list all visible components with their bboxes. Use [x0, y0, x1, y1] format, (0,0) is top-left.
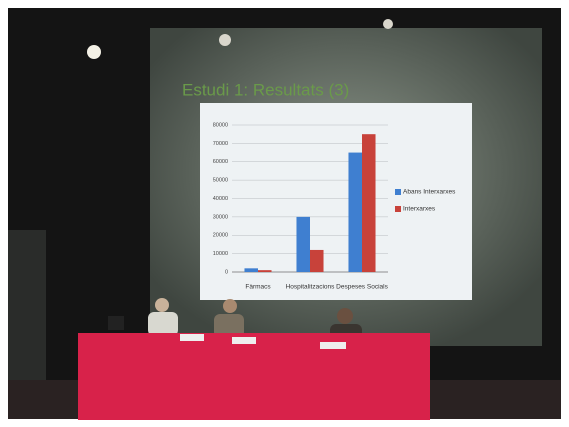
y-tick-label: 50000 [213, 178, 228, 184]
legend-swatch [395, 189, 401, 195]
legend-swatch [395, 206, 401, 212]
bar [296, 217, 310, 272]
person-head [337, 308, 353, 324]
person-head [155, 298, 169, 312]
stage-light [87, 45, 101, 59]
y-tick-label: 0 [225, 269, 228, 275]
photo: Estudi 1: Resultats (3) 0 10000 20000 30000… [0, 0, 569, 427]
stage-light [219, 34, 231, 46]
y-tick-label: 70000 [213, 141, 228, 147]
x-tick-label: Fàrmacs [245, 284, 271, 291]
y-tick-label: 30000 [213, 214, 228, 220]
y-tick-label: 10000 [213, 251, 228, 257]
bar [348, 153, 362, 272]
legend-label: Abans Interxarxes [403, 189, 456, 196]
name-plate [232, 337, 256, 344]
x-tick-label: Hospitalitzacions [286, 284, 336, 291]
stage-light [383, 19, 393, 29]
y-tick-label: 80000 [213, 122, 228, 128]
y-tick-label: 20000 [213, 233, 228, 239]
name-plate [180, 334, 204, 341]
y-tick-label: 40000 [213, 196, 228, 202]
slide-title: Estudi 1: Resultats (3) [182, 80, 349, 99]
y-tick-label: 60000 [213, 159, 228, 165]
chart-area [200, 103, 472, 300]
bar [244, 268, 258, 272]
name-plate [320, 342, 346, 349]
person-head [223, 299, 237, 313]
x-tick-label: Despeses Socials [336, 284, 388, 291]
person-body [148, 312, 178, 336]
side-wall [8, 230, 46, 380]
bar [310, 250, 324, 272]
legend-label: Interxarxes [403, 206, 436, 213]
bar [258, 270, 272, 272]
bar [362, 134, 376, 272]
page: Estudi 1: Resultats (3) 0 10000 20000 30000… [0, 0, 569, 427]
table-cloth [78, 333, 430, 420]
laptop [108, 316, 124, 330]
